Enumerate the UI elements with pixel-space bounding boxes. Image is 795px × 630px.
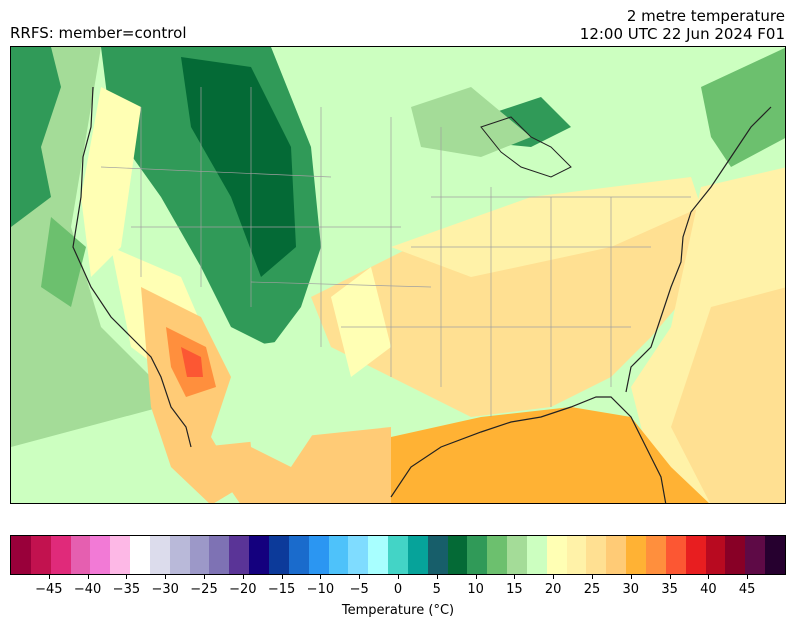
colorbar-swatch xyxy=(50,536,71,574)
pacific-ocean-region xyxy=(11,47,161,447)
interior-northwest-region xyxy=(81,87,141,277)
colorbar-swatch xyxy=(467,536,488,574)
colorbar-swatch xyxy=(626,536,646,574)
colorbar-tick-label: −5 xyxy=(339,575,379,597)
variable-name: 2 metre temperature xyxy=(626,7,785,25)
colorbar-swatch xyxy=(566,536,587,574)
colorbar-label: Temperature (°C) xyxy=(341,603,455,618)
colorbar-swatch xyxy=(209,536,230,574)
colorbar-swatch xyxy=(328,536,349,574)
colorbar-tick-label: −35 xyxy=(106,575,146,597)
plot-title-left: RRFS: member=control xyxy=(10,24,187,42)
colorbar-swatch xyxy=(665,536,686,574)
high-plains-region xyxy=(331,267,391,377)
colorbar-tick-label: −40 xyxy=(68,575,108,597)
colorbar-swatch xyxy=(526,536,547,574)
colorbar xyxy=(10,535,786,575)
colorbar-swatch xyxy=(169,536,190,574)
colorbar-swatch xyxy=(765,536,785,574)
mexico-region xyxy=(201,427,391,503)
colorbar-swatch xyxy=(90,536,111,574)
colorbar-swatch xyxy=(30,536,51,574)
colorbar-tick-label: 30 xyxy=(611,575,651,597)
colorbar-swatch xyxy=(685,536,706,574)
colorbar-tick-label: 5 xyxy=(417,575,457,597)
colorbar-swatch xyxy=(388,536,408,574)
high-rockies-region xyxy=(181,57,296,277)
colorbar-swatch xyxy=(268,536,289,574)
colorbar-ticks: −45 −40 −35 −30 −25 −20 −15 −10 −5 0 5 10 15 20 25 30 35… xyxy=(10,575,786,601)
colorbar-swatch xyxy=(11,536,31,574)
colorbar-swatch xyxy=(308,536,329,574)
colorbar-swatch xyxy=(646,536,666,574)
colorbar-swatch xyxy=(288,536,309,574)
colorbar-swatch xyxy=(507,536,527,574)
colorbar-tick-label: −10 xyxy=(300,575,340,597)
colorbar-tick-label: 15 xyxy=(494,575,534,597)
valid-time: 12:00 UTC 22 Jun 2024 F01 xyxy=(579,25,785,43)
northwest-coastal-region xyxy=(11,47,61,227)
colorbar-swatch xyxy=(546,536,567,574)
colorbar-swatch xyxy=(447,536,468,574)
colorbar-swatch xyxy=(70,536,91,574)
colorbar-swatch xyxy=(705,536,726,574)
colorbar-tick-label: 45 xyxy=(727,575,767,597)
colorbar-tick-label: 25 xyxy=(572,575,612,597)
colorbar-swatch xyxy=(189,536,210,574)
midwest-region xyxy=(391,177,701,277)
colorbar-tick-label: −25 xyxy=(184,575,224,597)
colorbar-swatch xyxy=(407,536,428,574)
colorbar-swatch xyxy=(586,536,607,574)
colorbar-tick-label: 35 xyxy=(650,575,690,597)
atlantic-warm-region xyxy=(671,287,785,503)
state-boundaries xyxy=(100,87,691,417)
colorbar-tick-label: 10 xyxy=(456,575,496,597)
colorbar-swatch xyxy=(725,536,746,574)
colorbar-swatch xyxy=(606,536,627,574)
temperature-map xyxy=(10,46,786,504)
colorbar-swatch xyxy=(487,536,508,574)
colorbar-tick-label: 20 xyxy=(533,575,573,597)
pacific-coastline xyxy=(72,86,192,448)
hottest-region xyxy=(181,347,203,377)
southern-rockies-region xyxy=(241,337,331,467)
gulf-of-mexico-region xyxy=(391,407,709,503)
colorbar-tick-label: −20 xyxy=(223,575,263,597)
colorbar-tick-label: 0 xyxy=(378,575,418,597)
colorbar-swatch xyxy=(130,536,150,574)
colorbar-swatch xyxy=(427,536,448,574)
colorbar-swatch xyxy=(149,536,170,574)
colorbar-swatch xyxy=(368,536,389,574)
colorbar-tick-label: −15 xyxy=(262,575,302,597)
colorbar-swatch xyxy=(249,536,269,574)
atlantic-coastline xyxy=(625,106,772,393)
gulf-coastline xyxy=(390,396,667,503)
map-canvas xyxy=(11,47,785,503)
colorbar-tick-label: −30 xyxy=(145,575,185,597)
colorbar-swatch xyxy=(110,536,131,574)
colorbar-swatch xyxy=(745,536,766,574)
northeast-cool-region xyxy=(701,47,785,167)
colorbar-swatch xyxy=(348,536,369,574)
colorbar-tick-label: −45 xyxy=(29,575,69,597)
colorbar-swatch xyxy=(229,536,250,574)
great-lakes-outline xyxy=(480,116,572,178)
colorbar-tick-label: 40 xyxy=(688,575,728,597)
plot-title-right: 2 metre temperature 12:00 UTC 22 Jun 202… xyxy=(580,7,785,43)
